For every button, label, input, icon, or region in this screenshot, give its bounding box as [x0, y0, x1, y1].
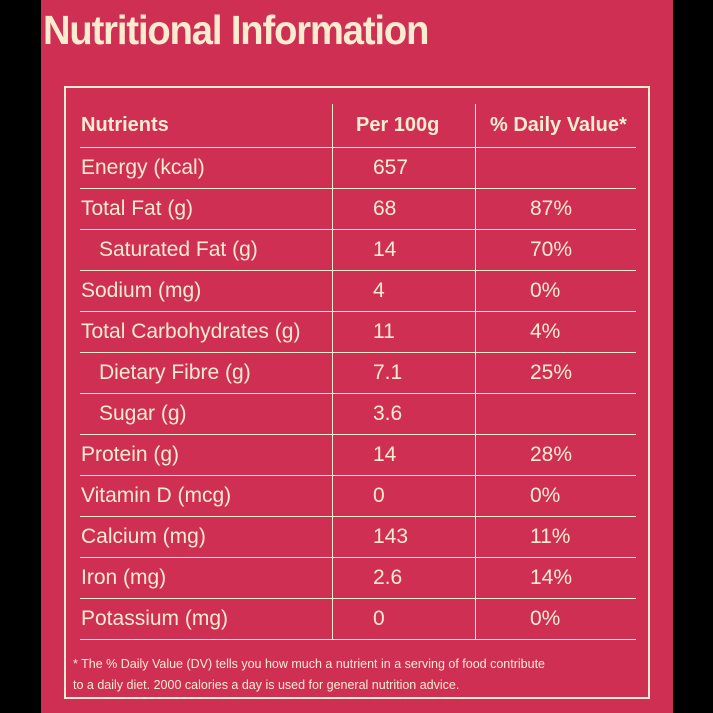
per-100g-value: 657: [332, 148, 475, 188]
per-100g-value: 143: [332, 517, 475, 557]
label-panel: [41, 0, 673, 713]
per-100g-value: 7.1: [332, 353, 475, 393]
nutrient-name: Sugar (g): [99, 402, 187, 425]
nutrient-name: Calcium (mg): [81, 525, 206, 548]
daily-value: 87%: [475, 189, 636, 229]
nutrition-table: Nutrients Per 100g % Daily Value* Energy…: [64, 86, 650, 699]
per-100g-value: 4: [332, 271, 475, 311]
daily-value: 14%: [475, 558, 636, 598]
per-100g-value: 14: [332, 435, 475, 475]
header-daily-value: % Daily Value*: [475, 104, 636, 147]
nutrition-grid: Nutrients Per 100g % Daily Value* Energy…: [80, 104, 636, 640]
table-row-total-fat: Total Fat (g) 68 87%: [80, 189, 636, 230]
page-title: Nutritional Information: [43, 7, 429, 53]
daily-value-footnote: * The % Daily Value (DV) tells you how m…: [73, 654, 643, 696]
header-per-100g: Per 100g: [332, 104, 475, 147]
per-100g-value: 14: [332, 230, 475, 270]
table-row-energy: Energy (kcal) 657: [80, 148, 636, 189]
table-row-iron: Iron (mg) 2.6 14%: [80, 558, 636, 599]
daily-value: 4%: [475, 312, 636, 352]
per-100g-value: 0: [332, 476, 475, 516]
table-row-vitamin-d: Vitamin D (mcg) 0 0%: [80, 476, 636, 517]
table-row-sodium: Sodium (mg) 4 0%: [80, 271, 636, 312]
daily-value: 11%: [475, 517, 636, 557]
table-header-row: Nutrients Per 100g % Daily Value*: [80, 104, 636, 148]
per-100g-value: 0: [332, 599, 475, 639]
nutrient-name: Sodium (mg): [81, 279, 202, 302]
daily-value: 28%: [475, 435, 636, 475]
nutrient-name: Iron (mg): [81, 566, 167, 589]
table-row-protein: Protein (g) 14 28%: [80, 435, 636, 476]
daily-value: 25%: [475, 353, 636, 393]
daily-value: 0%: [475, 599, 636, 639]
nutrient-name: Dietary Fibre (g): [99, 361, 251, 384]
header-nutrients: Nutrients: [81, 114, 169, 136]
table-row-potassium: Potassium (mg) 0 0%: [80, 599, 636, 640]
daily-value: 70%: [475, 230, 636, 270]
per-100g-value: 68: [332, 189, 475, 229]
table-row-dietary-fibre: Dietary Fibre (g) 7.1 25%: [80, 353, 636, 394]
per-100g-value: 3.6: [332, 394, 475, 434]
nutrient-name: Vitamin D (mcg): [81, 484, 232, 507]
nutrient-name: Potassium (mg): [81, 607, 229, 630]
per-100g-value: 2.6: [332, 558, 475, 598]
table-row-saturated-fat: Saturated Fat (g) 14 70%: [80, 230, 636, 271]
nutrient-name: Total Fat (g): [81, 197, 194, 220]
nutrient-name: Saturated Fat (g): [99, 238, 258, 261]
daily-value: [475, 148, 636, 188]
table-row-sugar: Sugar (g) 3.6: [80, 394, 636, 435]
daily-value: [475, 394, 636, 434]
daily-value: 0%: [475, 271, 636, 311]
table-row-calcium: Calcium (mg) 143 11%: [80, 517, 636, 558]
footnote-line-2: to a daily diet. 2000 calories a day is …: [73, 678, 460, 692]
per-100g-value: 11: [332, 312, 475, 352]
daily-value: 0%: [475, 476, 636, 516]
footnote-line-1: * The % Daily Value (DV) tells you how m…: [73, 657, 545, 671]
nutrient-name: Total Carbohydrates (g): [81, 320, 301, 343]
table-row-total-carbohydrates: Total Carbohydrates (g) 11 4%: [80, 312, 636, 353]
nutrient-name: Energy (kcal): [81, 156, 205, 179]
nutrient-name: Protein (g): [81, 443, 180, 466]
